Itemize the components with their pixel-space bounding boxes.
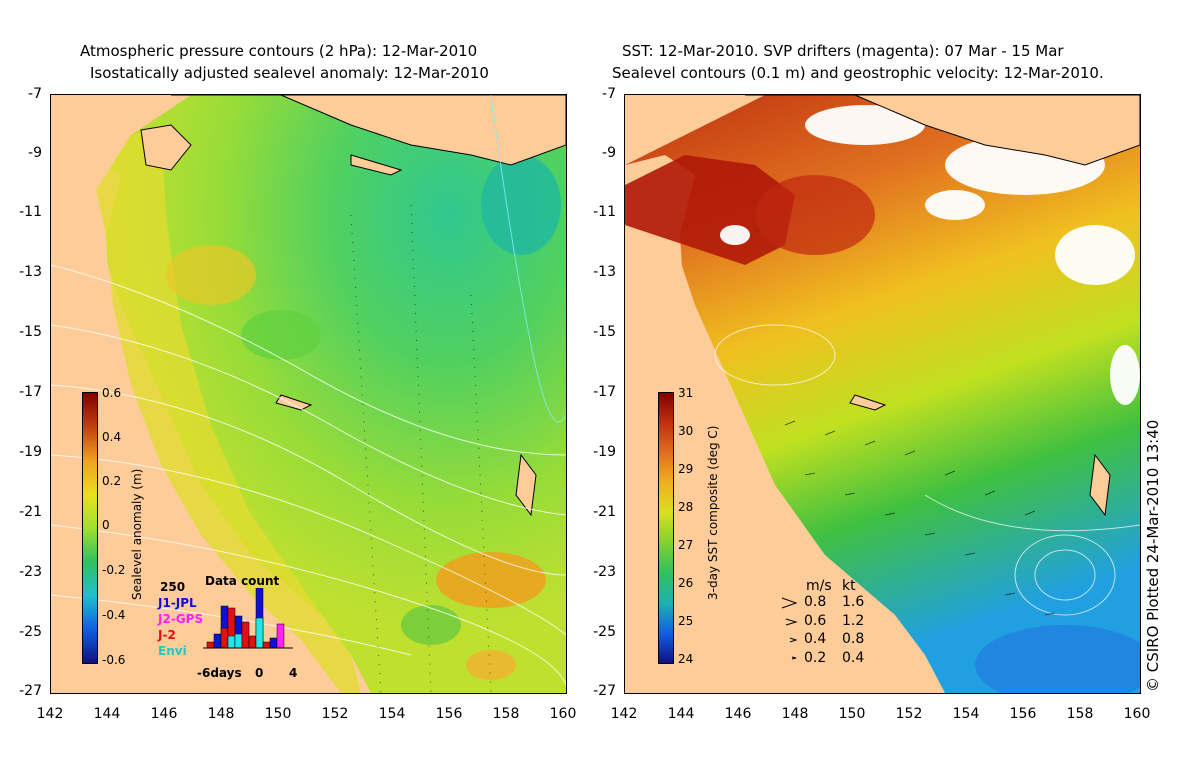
right-colorbar — [658, 392, 674, 664]
data-count-inset: 250 Data count J1-JPL J2-GPS J-2 Envi -6… — [155, 572, 305, 682]
x-tick-label: 146 — [150, 706, 178, 722]
velocity-ms-value: 0.2 — [804, 650, 827, 666]
right-title-line1: SST: 12-Mar-2010. SVP drifters (magenta)… — [622, 42, 1064, 60]
y-tick-label: -17 — [593, 384, 616, 400]
left-map-panel — [50, 94, 567, 694]
data-count-title: Data count — [205, 574, 280, 588]
y-tick-label: -9 — [602, 145, 616, 161]
right-title-line2: Sealevel contours (0.1 m) and geostrophi… — [612, 64, 1104, 82]
left-cbar-tick: -0.6 — [102, 653, 126, 667]
velocity-ms-value: 0.4 — [804, 631, 827, 647]
legend-j1-jpl: J1-JPL — [158, 596, 197, 610]
sealevel-anomaly-map — [51, 95, 566, 693]
velocity-legend-kt-header: kt — [842, 578, 856, 594]
left-cbar-tick: 0 — [102, 518, 110, 532]
velocity-legend: m/s kt 0.8 1.6 0.6 1.2 0.4 0.8 0.2 0.4 — [780, 578, 900, 668]
y-tick-label: -23 — [19, 564, 42, 580]
x-tick-label: 160 — [549, 706, 577, 722]
x-tick-label: 158 — [492, 706, 520, 722]
y-tick-label: -17 — [19, 384, 42, 400]
credit-text: © CSIRO Plotted 24-Mar-2010 13:40 — [1144, 419, 1162, 692]
left-colorbar — [82, 392, 98, 664]
y-tick-label: -11 — [19, 204, 42, 220]
left-cbar-tick: -0.4 — [102, 608, 126, 622]
data-count-x-label: 4 — [289, 666, 298, 680]
y-tick-label: -27 — [593, 683, 616, 699]
y-tick-label: -7 — [28, 86, 42, 102]
x-tick-label: 144 — [93, 706, 121, 722]
velocity-legend-ms-header: m/s — [806, 578, 832, 594]
y-tick-label: -19 — [19, 444, 42, 460]
y-tick-label: -21 — [19, 504, 42, 520]
legend-j-2: J-2 — [158, 628, 176, 642]
y-tick-label: -15 — [19, 324, 42, 340]
x-tick-label: 156 — [435, 706, 463, 722]
right-cbar-tick: 24 — [678, 652, 694, 666]
x-tick-label: 148 — [207, 706, 235, 722]
x-tick-label: 152 — [895, 706, 923, 722]
right-cbar-tick: 25 — [678, 614, 694, 628]
x-tick-label: 142 — [610, 706, 638, 722]
y-tick-label: -15 — [593, 324, 616, 340]
velocity-ms-value: 0.8 — [804, 594, 827, 610]
data-count-max: 250 — [160, 580, 186, 594]
right-colorbar-label: 3-day SST composite (deg C) — [706, 425, 720, 600]
x-tick-label: 144 — [667, 706, 695, 722]
x-tick-label: 160 — [1123, 706, 1151, 722]
velocity-kt-value: 1.2 — [842, 613, 865, 629]
x-tick-label: 152 — [321, 706, 349, 722]
right-cbar-tick: 26 — [678, 576, 694, 590]
y-tick-label: -13 — [19, 264, 42, 280]
x-tick-label: 142 — [36, 706, 64, 722]
velocity-arrow-icon — [781, 597, 798, 660]
y-tick-label: -11 — [593, 204, 616, 220]
y-tick-label: -19 — [593, 444, 616, 460]
velocity-ms-value: 0.6 — [804, 613, 827, 629]
x-tick-label: 154 — [378, 706, 406, 722]
x-tick-label: 158 — [1066, 706, 1094, 722]
y-tick-label: -25 — [19, 624, 42, 640]
y-tick-label: -27 — [19, 683, 42, 699]
x-tick-label: 150 — [838, 706, 866, 722]
data-count-x-label: -6days — [197, 666, 242, 680]
velocity-kt-value: 0.4 — [842, 650, 865, 666]
legend-envi: Envi — [158, 644, 187, 658]
y-tick-label: -25 — [593, 624, 616, 640]
velocity-kt-value: 0.8 — [842, 631, 865, 647]
right-cbar-tick: 31 — [678, 386, 694, 400]
y-tick-label: -23 — [593, 564, 616, 580]
y-tick-label: -21 — [593, 504, 616, 520]
left-title-line2: Isostatically adjusted sealevel anomaly:… — [90, 64, 489, 82]
left-cbar-tick: 0.2 — [102, 474, 122, 488]
y-tick-label: -13 — [593, 264, 616, 280]
data-count-histogram — [203, 588, 293, 649]
data-count-x-label: 0 — [255, 666, 264, 680]
left-colorbar-label: Sealevel anomaly (m) — [130, 468, 144, 600]
x-tick-label: 146 — [724, 706, 752, 722]
y-tick-label: -9 — [28, 145, 42, 161]
right-cbar-tick: 30 — [678, 424, 694, 438]
right-cbar-tick: 28 — [678, 500, 694, 514]
x-tick-label: 156 — [1009, 706, 1037, 722]
x-tick-label: 150 — [264, 706, 292, 722]
left-cbar-tick: -0.2 — [102, 563, 126, 577]
left-title-line1: Atmospheric pressure contours (2 hPa): 1… — [80, 42, 478, 60]
left-cbar-tick: 0.4 — [102, 430, 122, 444]
right-cbar-tick: 29 — [678, 462, 694, 476]
legend-j2-gps: J2-GPS — [158, 612, 204, 626]
x-tick-label: 154 — [952, 706, 980, 722]
x-tick-label: 148 — [781, 706, 809, 722]
y-tick-label: -7 — [602, 86, 616, 102]
left-cbar-tick: 0.6 — [102, 386, 122, 400]
right-cbar-tick: 27 — [678, 538, 694, 552]
sst-map — [625, 95, 1140, 693]
velocity-kt-value: 1.6 — [842, 594, 865, 610]
right-map-panel — [624, 94, 1141, 694]
